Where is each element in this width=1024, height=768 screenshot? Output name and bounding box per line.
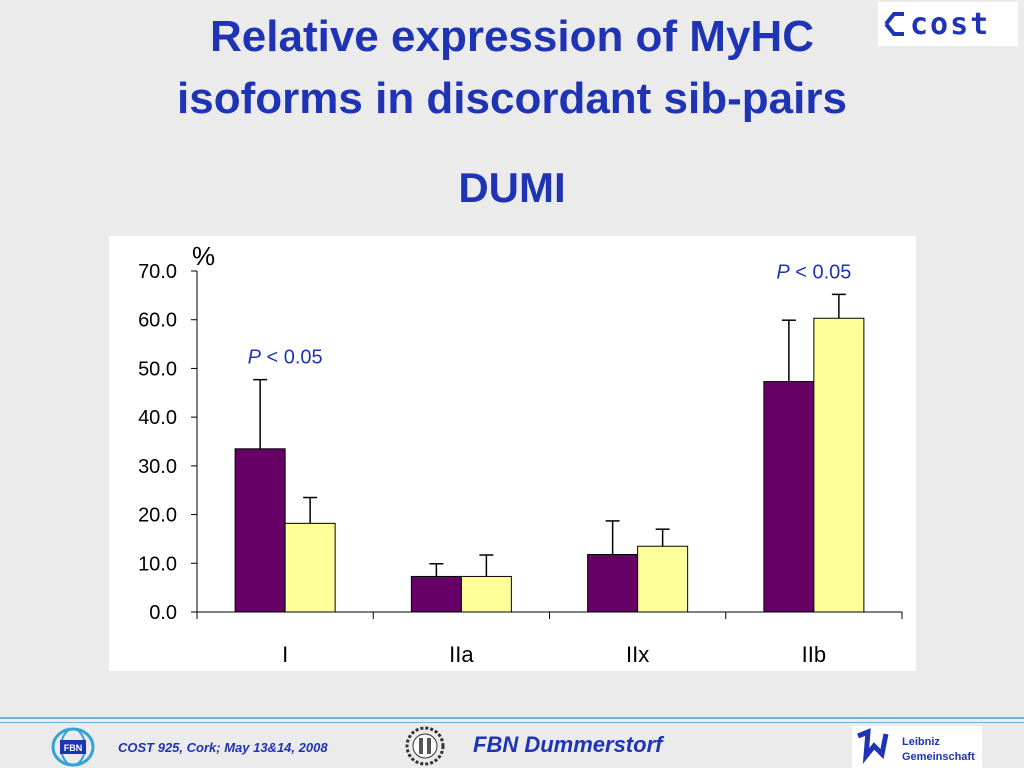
slide-title-line1: Relative expression of MyHC bbox=[210, 12, 814, 61]
y-tick-label: 30.0 bbox=[138, 456, 177, 478]
x-tick-label: IIa bbox=[449, 642, 474, 667]
y-tick-label: 0.0 bbox=[149, 602, 177, 624]
p-value-annotation: P < 0.05 bbox=[776, 261, 851, 283]
leibniz-logo-line1: Leibniz bbox=[902, 736, 940, 748]
y-tick-label: 40.0 bbox=[138, 407, 177, 429]
slide-title-line2: isoforms in discordant sib-pairs bbox=[177, 74, 847, 123]
y-tick-label: 10.0 bbox=[138, 553, 177, 575]
cost-logo-text: cost bbox=[910, 7, 990, 42]
bar bbox=[813, 317, 865, 613]
y-tick-label: 70.0 bbox=[138, 261, 177, 283]
fbn-logo-text: FBN bbox=[64, 743, 83, 753]
p-value-annotation: P < 0.05 bbox=[248, 347, 323, 369]
fbn-logo: FBN bbox=[51, 727, 95, 767]
y-tick-label: 20.0 bbox=[138, 505, 177, 527]
bar bbox=[234, 448, 286, 613]
bar bbox=[410, 575, 462, 613]
footer-divider-top bbox=[0, 717, 1024, 719]
dummerstorf-seal-icon bbox=[405, 726, 445, 766]
bar-chart: 0.0 10.0 20.0 30.0 40.0 50.0 60.0 70.0% I IIa IIx I… bbox=[138, 241, 903, 667]
bar bbox=[637, 545, 689, 613]
footer-divider-bottom bbox=[0, 722, 1024, 723]
bar bbox=[460, 575, 512, 613]
bar bbox=[763, 381, 815, 613]
x-tick-label: I bbox=[282, 642, 288, 667]
footer-institute-name: FBN Dummerstorf bbox=[473, 732, 663, 757]
x-tick-label: IIb bbox=[802, 642, 826, 667]
footer-event-text: COST 925, Cork; May 13&14, 2008 bbox=[118, 740, 328, 755]
y-axis-label: % bbox=[192, 241, 215, 271]
slide-subtitle: DUMI bbox=[458, 164, 566, 211]
y-tick-label: 60.0 bbox=[138, 310, 177, 332]
chart-area: 0.0 10.0 20.0 30.0 40.0 50.0 60.0 70.0% I IIa IIx I… bbox=[109, 236, 916, 671]
cost-logo: cost bbox=[878, 2, 1018, 46]
y-tick-label: 50.0 bbox=[138, 358, 177, 380]
bar bbox=[587, 554, 639, 613]
leibniz-logo: Leibniz Gemeinschaft bbox=[852, 726, 982, 768]
leibniz-logo-line2: Gemeinschaft bbox=[902, 751, 975, 763]
bar bbox=[284, 522, 336, 613]
x-tick-label: IIx bbox=[626, 642, 649, 667]
